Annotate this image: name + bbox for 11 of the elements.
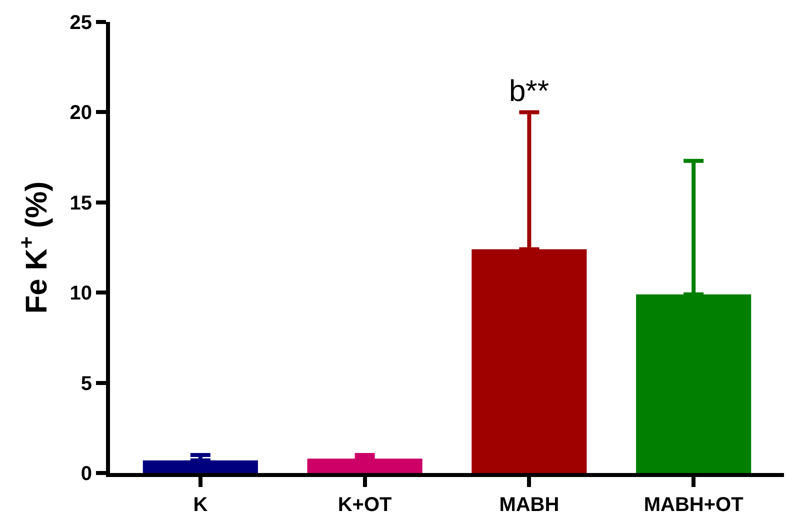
y-tick-label: 10	[70, 282, 92, 305]
annotation: b**	[509, 75, 550, 108]
y-tick-label: 0	[80, 463, 92, 485]
x-tick-label: MABH+OT	[644, 494, 744, 516]
x-tick-label: K	[193, 494, 208, 516]
y-tick-label: 25	[70, 12, 92, 34]
y-tick-label: 15	[70, 192, 92, 214]
y-tick-label: 20	[70, 102, 92, 124]
x-tick-label: K+OT	[338, 494, 392, 516]
y-tick-label: 5	[80, 372, 92, 395]
x-tick-label: MABH	[499, 494, 560, 516]
